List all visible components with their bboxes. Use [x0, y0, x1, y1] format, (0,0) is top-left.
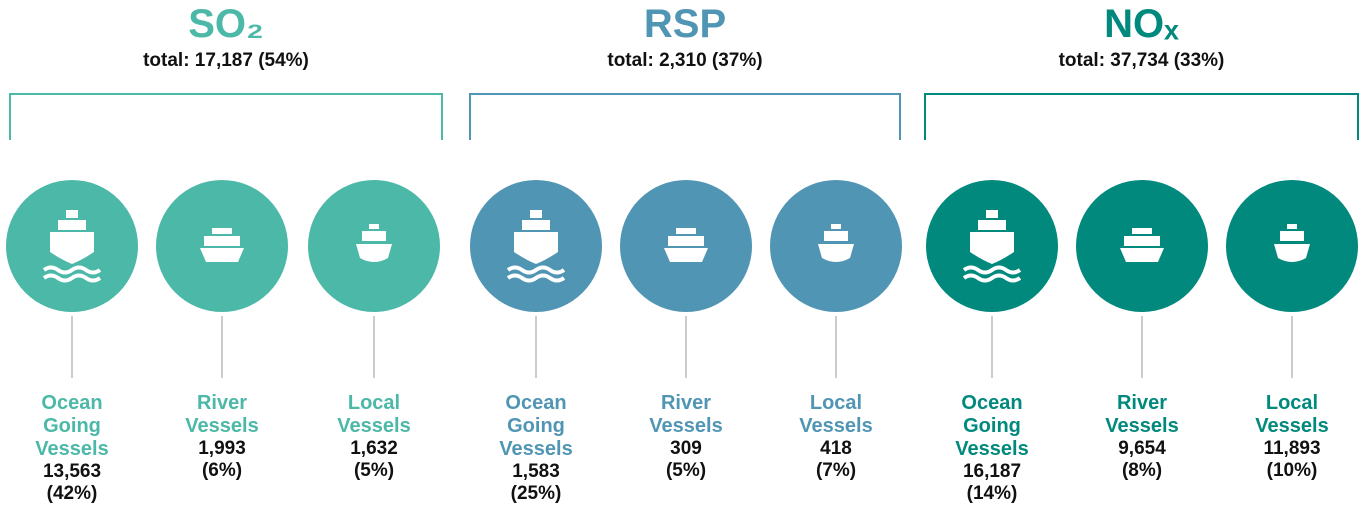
vessel-label: Local Vessels: [337, 392, 411, 437]
vessel-label: Ocean Going Vessels: [499, 392, 573, 460]
group-title: SO₂: [188, 2, 264, 46]
vessel-label: Ocean Going Vessels: [955, 392, 1029, 460]
group-title: RSP: [643, 2, 727, 46]
vessel-value: 1,583: [512, 461, 560, 482]
group-title: NOₓ: [1104, 2, 1179, 46]
vessel-label: Ocean Going Vessels: [35, 392, 109, 460]
vessel-label: River Vessels: [185, 392, 259, 437]
vessel-value: 9,654: [1118, 438, 1166, 459]
vessel-value: 309: [670, 438, 702, 459]
vessel-percent: (6%): [201, 460, 243, 481]
vessel-percent: (5%): [665, 460, 707, 481]
bracket: [9, 93, 443, 140]
vessel-label: River Vessels: [649, 392, 723, 437]
bracket: [469, 93, 901, 140]
vessel-percent: (7%): [815, 460, 857, 481]
group-total: total: 17,187 (54%): [143, 50, 309, 71]
vessel-label: River Vessels: [1105, 392, 1179, 437]
vessel-percent: (10%): [1266, 460, 1318, 481]
vessel-value: 1,993: [198, 438, 246, 459]
vessel-percent: (14%): [966, 483, 1018, 504]
vessel-value: 11,893: [1263, 438, 1321, 459]
bracket: [924, 93, 1359, 140]
vessel-percent: (8%): [1121, 460, 1163, 481]
vessel-value: 13,563: [42, 461, 102, 482]
group-total: total: 37,734 (33%): [1058, 50, 1225, 71]
vessel-percent: (25%): [510, 483, 562, 504]
vessel-percent: (42%): [46, 483, 98, 504]
vessel-label: Local Vessels: [1255, 392, 1329, 437]
vessel-value: 1,632: [350, 438, 398, 459]
vessel-label: Local Vessels: [799, 392, 873, 437]
vessel-percent: (5%): [353, 460, 395, 481]
group-total: total: 2,310 (37%): [607, 50, 763, 71]
vessel-value: 418: [820, 438, 852, 459]
vessel-value: 16,187: [962, 461, 1022, 482]
